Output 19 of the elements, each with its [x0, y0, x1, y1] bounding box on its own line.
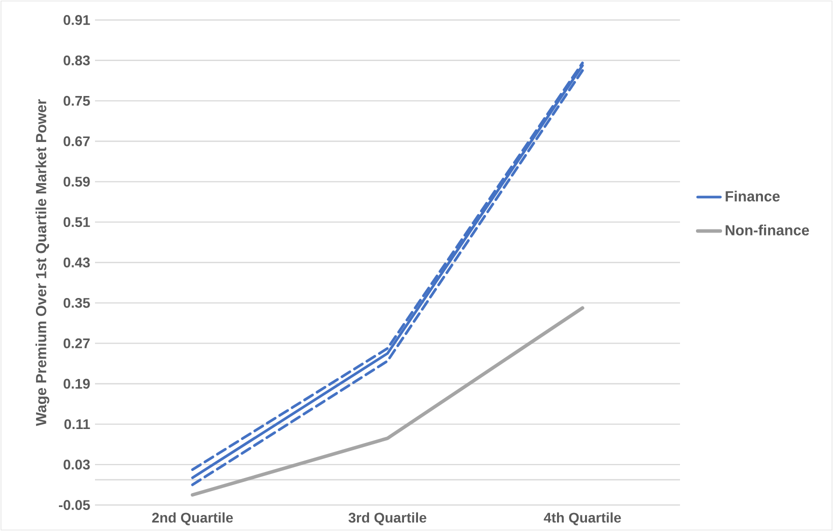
y-tick-label: 0.59: [64, 176, 90, 187]
y-tick-label: 0.83: [64, 55, 90, 66]
y-tick-label: -0.05: [58, 500, 90, 510]
x-tick-label: 3rd Quartile: [348, 512, 426, 526]
x-tick-label: 4th Quartile: [544, 512, 621, 526]
y-tick-label: 0.67: [64, 136, 90, 146]
y-tick-label: 0.19: [64, 378, 90, 389]
y-tick-label: 0.75: [64, 96, 90, 106]
y-tick-label: 0.03: [64, 460, 90, 470]
y-tick-label: 0.27: [64, 338, 90, 348]
legend-label: Finance: [726, 190, 780, 202]
y-tick-label: 0.51: [64, 217, 90, 228]
y-axis-title: Wage Premium Over 1st Quartile Market Power: [36, 99, 50, 426]
y-tick-label: 0.43: [64, 258, 90, 268]
y-tick-label: 0.91: [64, 15, 90, 25]
y-tick-label: 0.35: [64, 298, 90, 308]
x-tick-label: 2nd Quartile: [152, 512, 233, 526]
y-tick-label: 0.11: [64, 419, 90, 430]
legend-label: Non-finance: [726, 224, 809, 236]
